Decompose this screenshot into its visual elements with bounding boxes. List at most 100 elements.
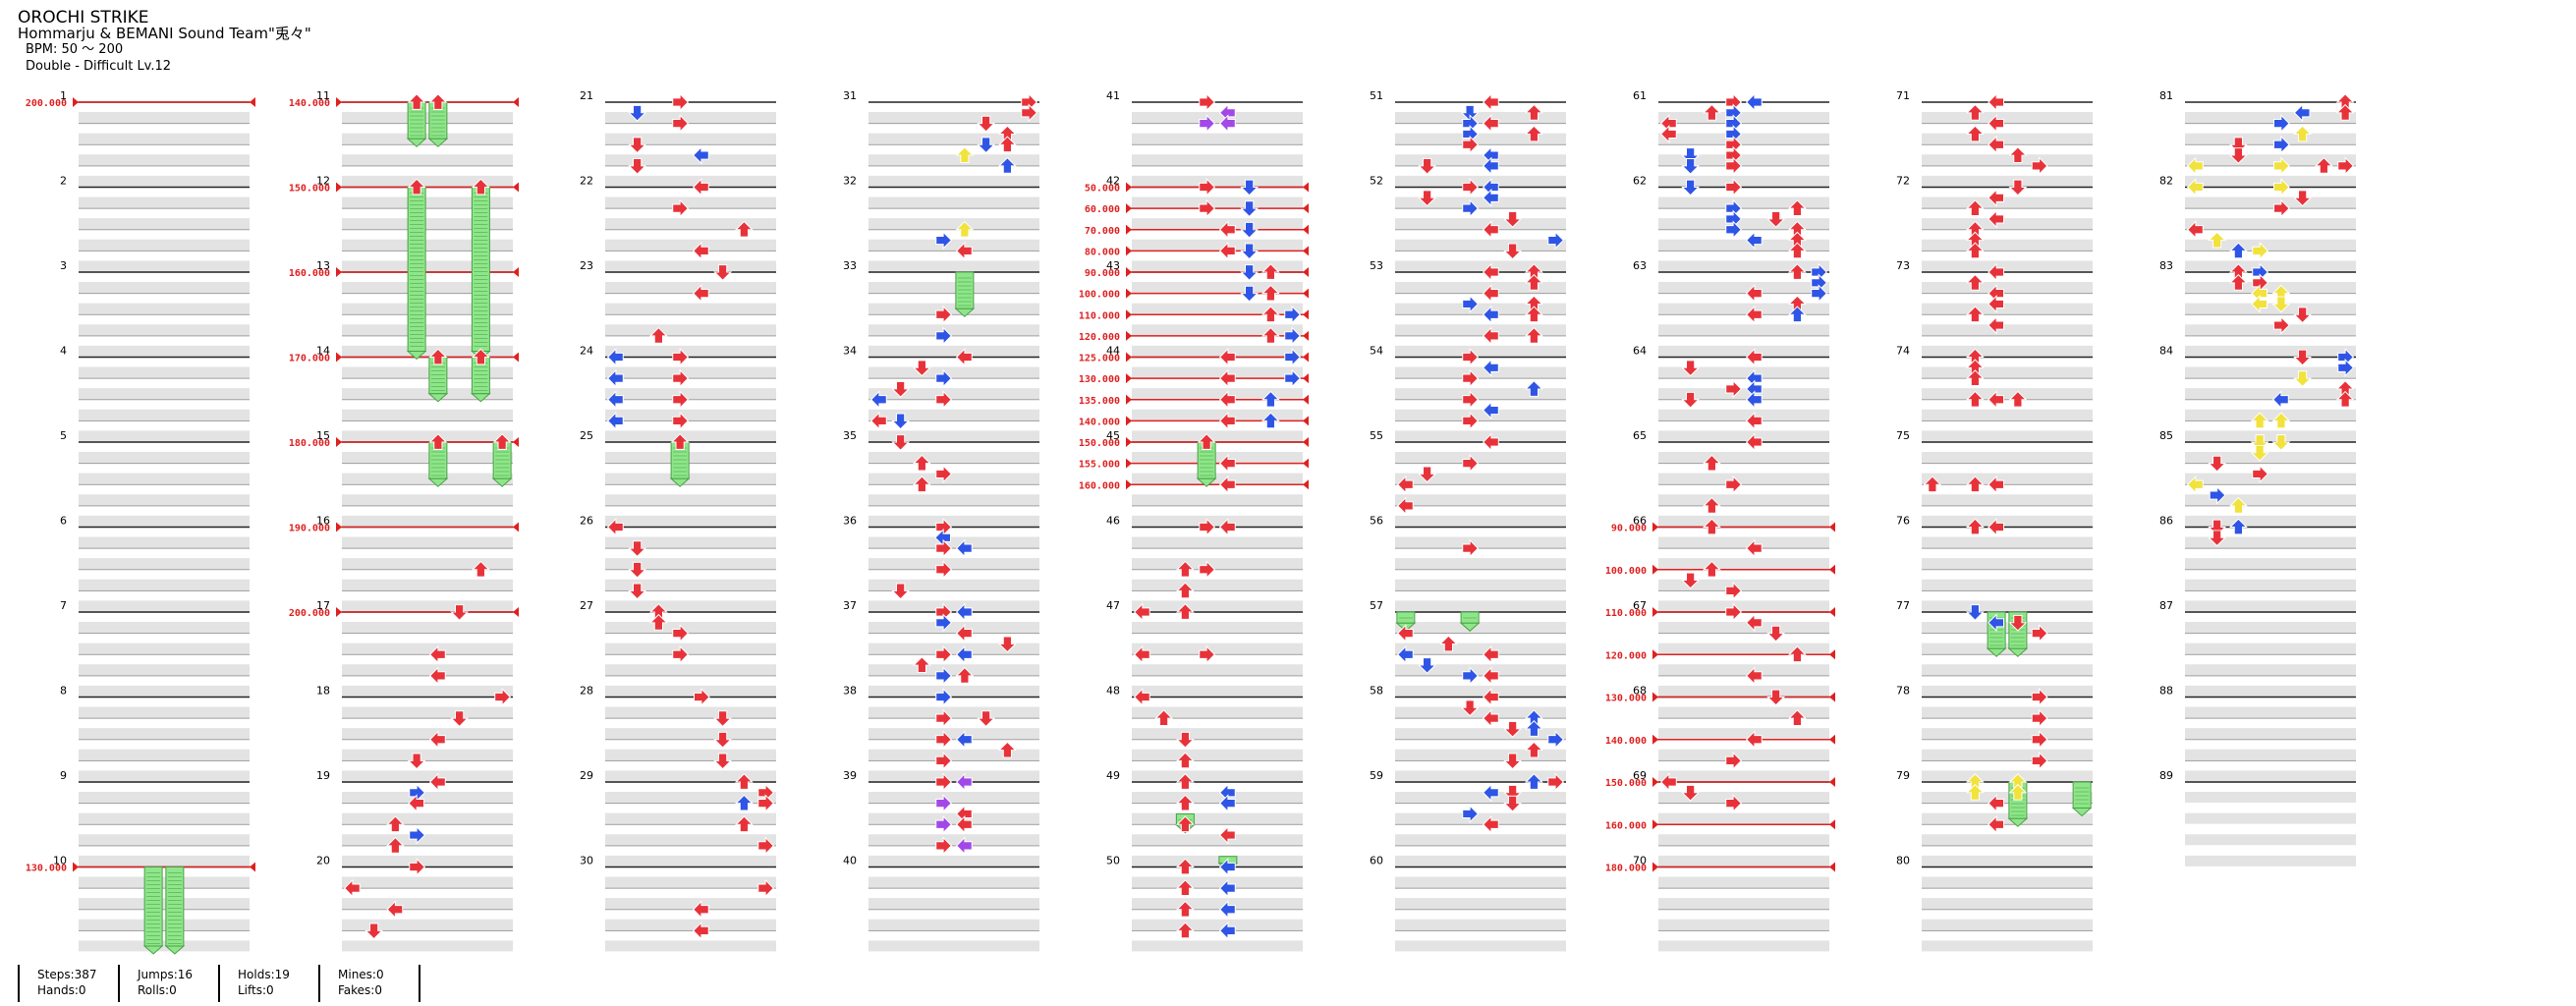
beat-stripe [1132,154,1303,166]
song-bpm: BPM: 50 〜 200 [26,42,124,57]
measure-number: 83 [2159,259,2173,272]
measure-number: 76 [1896,515,1910,528]
arrow-right-icon [1199,178,1216,196]
arrow-right-icon [1199,198,1216,218]
arrow-left-icon [2251,295,2268,313]
bpm-marker-left-icon [1652,564,1658,575]
arrow-right-icon [1199,560,1216,580]
beat-stripe [1922,196,2093,208]
arrow-up-icon [2271,412,2291,429]
arrow-left-icon [1482,401,1499,419]
arrow-up-icon [2228,273,2248,291]
arrow-up-icon [1923,475,1942,493]
arrow-left-icon [1659,125,1677,143]
arrow-down-icon [1175,731,1195,749]
beat-stripe [342,282,513,293]
arrow-left-icon [1218,220,1236,240]
arrow-right-icon [1462,538,1480,558]
beat-stripe [1658,600,1829,612]
measure-number: 45 [1106,429,1120,442]
arrow-up-icon [1524,125,1543,142]
arrow-right-icon [1725,581,1743,600]
beat-stripe [1658,112,1829,123]
measure-number: 15 [316,429,330,442]
measure-number: 21 [580,89,593,102]
measure-number: 68 [1633,685,1647,698]
arrow-down-icon [2250,434,2269,451]
arrow-up-icon [407,178,426,196]
beat-stripe [79,940,250,952]
beat-stripe [2185,749,2356,760]
beat-stripe [1395,876,1566,888]
arrow-right-icon [935,772,953,792]
bpm-marker-left-icon [1126,182,1132,193]
beat-stripe [1395,154,1566,166]
bpm-marker-left-icon [1652,649,1658,660]
beat-stripe [79,282,250,293]
beat-stripe [79,898,250,910]
hold-body [955,271,975,309]
arrow-left-icon [692,145,709,165]
bpm-marker-right-icon [1303,224,1309,235]
arrow-up-icon [648,613,668,631]
arrow-right-icon [935,326,953,346]
beat-stripe [868,728,1039,740]
beat-stripe [2185,685,2356,697]
beat-stripe [1658,579,1829,590]
beat-stripe [342,218,513,230]
hold-body [165,866,185,947]
beat-stripe [79,600,250,612]
beat-stripe [1922,452,2093,463]
beat-stripe [1132,239,1303,251]
arrow-right-icon [757,878,775,898]
measure-number: 52 [1370,175,1383,188]
arrow-left-icon [1988,92,2004,112]
beat-stripe [868,643,1039,654]
beat-stripe [342,239,513,251]
beat-stripe [1658,218,1829,230]
beat-stripe [1132,558,1303,570]
arrow-up-icon [955,666,975,684]
measure-number: 6 [60,515,67,528]
arrow-left-icon [955,814,973,834]
beat-stripe [2185,133,2356,144]
arrow-left-icon [1218,900,1236,920]
arrow-up-icon [1787,709,1807,726]
beat-stripe [2185,622,2356,633]
arrow-down-icon [1503,784,1523,802]
beat-stripe [342,515,513,527]
bpm-marker-right-icon [1303,203,1309,214]
beat-stripe [2185,303,2356,314]
beat-stripe [2185,112,2356,123]
arrow-down-icon [1503,795,1523,812]
arrow-up-icon [912,475,931,493]
arrow-down-icon [628,104,647,122]
arrow-up-icon [1965,242,1985,259]
arrow-right-icon [1725,794,1743,813]
beat-stripe [868,133,1039,144]
arrow-left-icon [1988,114,2004,134]
arrow-up-icon [1524,326,1543,344]
measure-number: 89 [2159,769,2173,782]
bpm-marker-right-icon [513,267,519,277]
bpm-marker-right-icon [1303,330,1309,341]
arrow-left-icon [2186,178,2204,196]
measure-number: 78 [1896,685,1910,698]
arrow-up-icon [2314,156,2333,174]
bpm-marker-left-icon [1126,330,1132,341]
arrow-left-icon [1218,794,1236,813]
bpm-marker-right-icon [1303,373,1309,384]
arrow-up-icon [428,433,448,450]
measure-number: 27 [580,599,593,612]
arrow-up-icon [997,741,1017,758]
measure-number: 3 [60,259,67,272]
beat-stripe [79,728,250,740]
beat-stripe [605,239,776,251]
arrow-up-icon [1175,560,1195,578]
bpm-marker-right-icon [513,352,519,363]
beat-stripe [1395,260,1566,272]
beat-stripe [1395,133,1566,144]
beat-stripe [1922,919,2093,930]
beat-stripe [1922,792,2093,803]
beat-stripe [1922,600,2093,612]
